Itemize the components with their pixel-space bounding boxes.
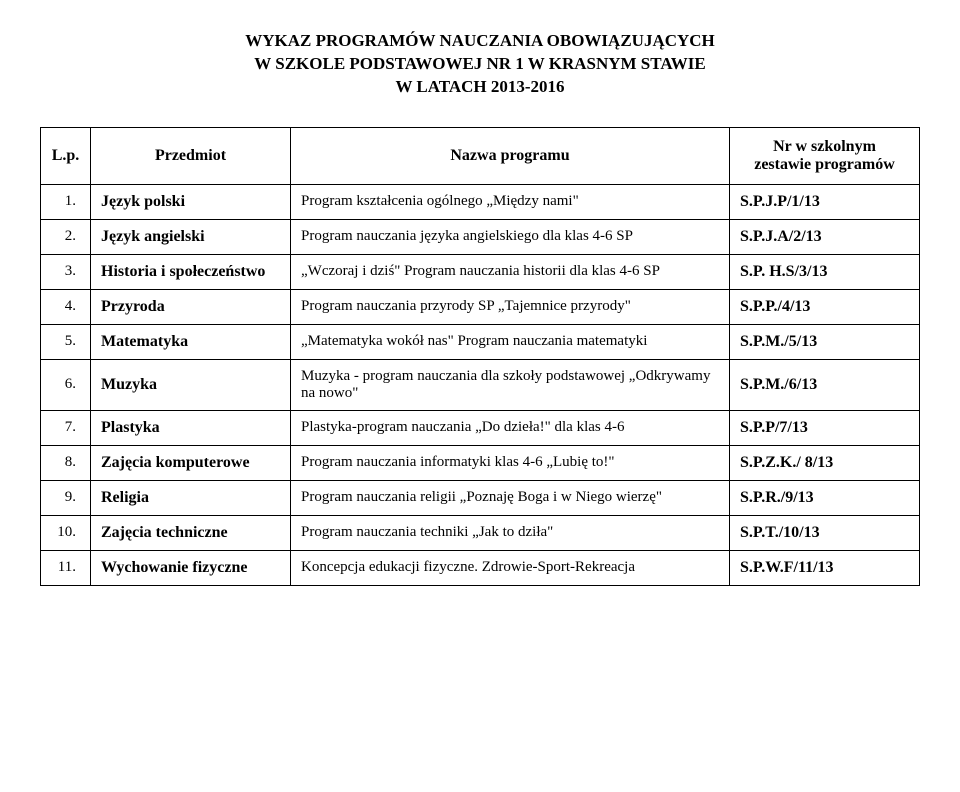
cell-program-number: S.P.J.A/2/13 [730, 219, 920, 254]
cell-program-number: S.P.M./6/13 [730, 359, 920, 410]
col-header-nazwa: Nazwa programu [291, 127, 730, 184]
cell-program-number: S.P.P./4/13 [730, 289, 920, 324]
cell-program-number: S.P.Z.K./ 8/13 [730, 445, 920, 480]
table-row: 10.Zajęcia techniczneProgram nauczania t… [41, 515, 920, 550]
table-row: 5.Matematyka„Matematyka wokół nas" Progr… [41, 324, 920, 359]
cell-program-number: S.P. H.S/3/13 [730, 254, 920, 289]
programs-table: L.p. Przedmiot Nazwa programu Nr w szkol… [40, 127, 920, 586]
cell-lp: 11. [41, 550, 91, 585]
cell-lp: 9. [41, 480, 91, 515]
cell-program-number: S.P.T./10/13 [730, 515, 920, 550]
cell-subject: Wychowanie fizyczne [91, 550, 291, 585]
cell-program-name: Program nauczania techniki „Jak to dziła… [291, 515, 730, 550]
col-header-nr: Nr w szkolnym zestawie programów [730, 127, 920, 184]
cell-program-name: Program nauczania religii „Poznaję Boga … [291, 480, 730, 515]
cell-subject: Plastyka [91, 410, 291, 445]
cell-lp: 4. [41, 289, 91, 324]
cell-lp: 3. [41, 254, 91, 289]
cell-program-name: Program nauczania informatyki klas 4-6 „… [291, 445, 730, 480]
cell-subject: Historia i społeczeństwo [91, 254, 291, 289]
table-row: 2.Język angielskiProgram nauczania język… [41, 219, 920, 254]
table-body: 1.Język polskiProgram kształcenia ogólne… [41, 184, 920, 585]
cell-program-number: S.P.J.P/1/13 [730, 184, 920, 219]
cell-lp: 8. [41, 445, 91, 480]
table-row: 11.Wychowanie fizyczneKoncepcja edukacji… [41, 550, 920, 585]
cell-subject: Muzyka [91, 359, 291, 410]
col-header-lp: L.p. [41, 127, 91, 184]
cell-program-name: Plastyka-program nauczania „Do dzieła!" … [291, 410, 730, 445]
table-row: 8.Zajęcia komputeroweProgram nauczania i… [41, 445, 920, 480]
cell-lp: 7. [41, 410, 91, 445]
cell-subject: Język angielski [91, 219, 291, 254]
col-header-przedmiot: Przedmiot [91, 127, 291, 184]
cell-program-name: „Wczoraj i dziś" Program nauczania histo… [291, 254, 730, 289]
cell-program-name: Koncepcja edukacji fizyczne. Zdrowie-Spo… [291, 550, 730, 585]
table-row: 6.MuzykaMuzyka - program nauczania dla s… [41, 359, 920, 410]
cell-subject: Zajęcia komputerowe [91, 445, 291, 480]
cell-program-number: S.P.P/7/13 [730, 410, 920, 445]
cell-subject: Język polski [91, 184, 291, 219]
cell-program-name: Muzyka - program nauczania dla szkoły po… [291, 359, 730, 410]
table-row: 4.PrzyrodaProgram nauczania przyrody SP … [41, 289, 920, 324]
cell-lp: 5. [41, 324, 91, 359]
cell-subject: Matematyka [91, 324, 291, 359]
col-header-nr-line1: Nr w szkolnym [740, 138, 909, 156]
cell-lp: 6. [41, 359, 91, 410]
cell-program-name: Program nauczania języka angielskiego dl… [291, 219, 730, 254]
table-header-row: L.p. Przedmiot Nazwa programu Nr w szkol… [41, 127, 920, 184]
cell-lp: 2. [41, 219, 91, 254]
cell-program-name: Program nauczania przyrody SP „Tajemnice… [291, 289, 730, 324]
col-header-nr-line2: zestawie programów [740, 156, 909, 174]
table-row: 7.PlastykaPlastyka-program nauczania „Do… [41, 410, 920, 445]
header-line-2: W SZKOLE PODSTAWOWEJ NR 1 W KRASNYM STAW… [40, 53, 920, 76]
document-header: WYKAZ PROGRAMÓW NAUCZANIA OBOWIĄZUJĄCYCH… [40, 30, 920, 99]
cell-program-number: S.P.R./9/13 [730, 480, 920, 515]
cell-subject: Przyroda [91, 289, 291, 324]
cell-program-name: „Matematyka wokół nas" Program nauczania… [291, 324, 730, 359]
cell-lp: 10. [41, 515, 91, 550]
cell-program-number: S.P.W.F/11/13 [730, 550, 920, 585]
cell-program-name: Program kształcenia ogólnego „Między nam… [291, 184, 730, 219]
cell-lp: 1. [41, 184, 91, 219]
table-row: 1.Język polskiProgram kształcenia ogólne… [41, 184, 920, 219]
cell-subject: Religia [91, 480, 291, 515]
header-line-3: W LATACH 2013-2016 [40, 76, 920, 99]
cell-subject: Zajęcia techniczne [91, 515, 291, 550]
header-line-1: WYKAZ PROGRAMÓW NAUCZANIA OBOWIĄZUJĄCYCH [40, 30, 920, 53]
cell-program-number: S.P.M./5/13 [730, 324, 920, 359]
table-row: 9.ReligiaProgram nauczania religii „Pozn… [41, 480, 920, 515]
table-row: 3.Historia i społeczeństwo„Wczoraj i dzi… [41, 254, 920, 289]
